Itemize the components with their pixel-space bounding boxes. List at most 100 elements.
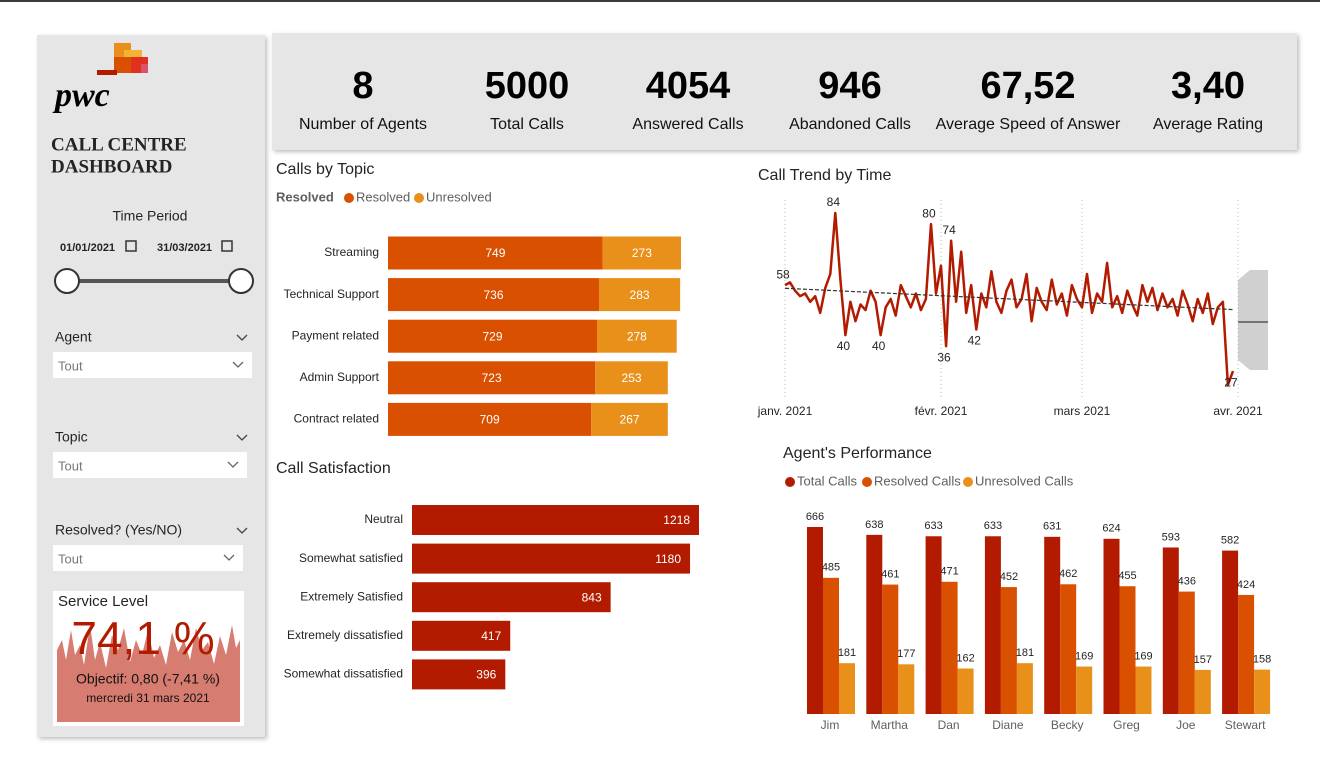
service-level-alert: ! xyxy=(226,608,229,622)
kpi-value: 67,52 xyxy=(980,65,1075,107)
logo-text: pwc xyxy=(52,77,110,114)
kpi-value: 4054 xyxy=(646,65,731,107)
bar-segment xyxy=(595,361,668,395)
data-label: 80 xyxy=(922,206,936,220)
collapse-chevron[interactable] xyxy=(236,527,248,534)
data-label: 162 xyxy=(956,652,974,664)
category-label: Streaming xyxy=(324,245,379,259)
data-label: 485 xyxy=(822,562,840,574)
category-label: Extremely Satisfied xyxy=(300,589,403,603)
data-label: 633 xyxy=(924,520,942,532)
bar xyxy=(941,581,958,714)
x-tick-label: Stewart xyxy=(1225,718,1266,732)
legend-label: Unresolved xyxy=(426,189,492,204)
collapse-chevron[interactable] xyxy=(236,334,248,341)
chart-title: Agent's Performance xyxy=(783,445,932,462)
legend-label: Resolved xyxy=(356,189,410,204)
data-label: 736 xyxy=(483,288,503,302)
bar xyxy=(1076,666,1093,714)
data-label: 58 xyxy=(776,267,790,281)
slicer-value: Tout xyxy=(58,358,83,373)
dropdown-chevron[interactable] xyxy=(223,554,235,561)
data-label: 396 xyxy=(476,668,496,682)
category-label: Somewhat dissatisfied xyxy=(284,667,403,681)
chart-title: Call Trend by Time xyxy=(758,167,891,184)
end-date[interactable]: 31/03/2021 xyxy=(157,242,212,254)
bar xyxy=(866,534,883,714)
calendar-icon[interactable] xyxy=(221,240,233,252)
data-label: 436 xyxy=(1178,575,1196,587)
slicer-dropdown[interactable] xyxy=(53,545,243,571)
service-level-objective: Objectif: 0,80 (-7,41 %) xyxy=(76,671,220,687)
dashboard-title: DASHBOARD xyxy=(51,156,172,177)
slicer-value: Tout xyxy=(58,458,83,473)
slicer-label: Agent xyxy=(55,329,92,345)
data-label: 631 xyxy=(1043,521,1061,533)
slicer-label: Topic xyxy=(55,429,88,445)
x-tick-label: Diane xyxy=(992,718,1024,732)
kpi-label: Number of Agents xyxy=(299,116,427,133)
x-tick-label: févr. 2021 xyxy=(915,404,968,418)
calendar-icon[interactable] xyxy=(125,240,137,252)
x-tick-label: Martha xyxy=(871,718,909,732)
bar-segment xyxy=(602,236,681,270)
slicer-dropdown[interactable] xyxy=(53,452,247,478)
data-label: 177 xyxy=(897,648,915,660)
slicer-value: Tout xyxy=(58,551,83,566)
category-label: Neutral xyxy=(364,512,403,526)
bar xyxy=(839,663,855,714)
x-tick-label: Greg xyxy=(1113,718,1140,732)
data-label: 157 xyxy=(1194,654,1212,666)
bar xyxy=(1103,538,1120,714)
legend-marker xyxy=(344,193,354,203)
x-tick-label: avr. 2021 xyxy=(1213,404,1263,418)
data-label: 74 xyxy=(942,223,956,237)
data-label: 181 xyxy=(838,647,856,659)
bar xyxy=(1162,547,1179,714)
slicer-dropdown[interactable] xyxy=(53,352,252,378)
dashboard-title: CALL CENTRE xyxy=(51,134,187,155)
data-label: 624 xyxy=(1102,523,1120,535)
data-label: 709 xyxy=(480,413,500,427)
bar-segment xyxy=(388,319,597,353)
data-label: 723 xyxy=(482,371,502,385)
bar-segment xyxy=(388,402,592,436)
bar xyxy=(412,659,506,690)
data-label: 1218 xyxy=(663,513,690,527)
data-label: 36 xyxy=(937,350,951,364)
bar xyxy=(1194,669,1211,714)
category-label: Technical Support xyxy=(284,287,380,301)
kpi-value: 3,40 xyxy=(1171,65,1245,107)
kpi-value: 5000 xyxy=(485,65,570,107)
data-label: 181 xyxy=(1016,647,1034,659)
data-label: 582 xyxy=(1221,534,1239,546)
bar xyxy=(807,527,823,714)
kpi-value: 946 xyxy=(818,65,881,107)
bar xyxy=(1178,591,1195,714)
bar xyxy=(1135,666,1152,714)
data-label: 462 xyxy=(1059,568,1077,580)
legend-marker xyxy=(785,477,795,487)
trend-line-series xyxy=(784,211,1235,387)
collapse-chevron[interactable] xyxy=(236,434,248,441)
bar xyxy=(412,620,511,651)
slider-handle[interactable] xyxy=(228,268,254,294)
data-label: 158 xyxy=(1253,654,1271,666)
service-level-date: mercredi 31 mars 2021 xyxy=(86,691,210,705)
data-label: 27 xyxy=(1224,375,1238,389)
dropdown-chevron[interactable] xyxy=(232,361,244,368)
slider-handle[interactable] xyxy=(54,268,80,294)
chart-title: Calls by Topic xyxy=(276,161,374,178)
bar xyxy=(1238,594,1255,714)
data-label: 267 xyxy=(620,413,640,427)
kpi-row: 8 Number of Agents 5000 Total Calls 4054 Answ… xyxy=(299,65,1263,133)
category-label: Somewhat satisfied xyxy=(299,551,403,565)
start-date[interactable]: 01/01/2021 xyxy=(60,242,115,254)
bar xyxy=(1222,550,1239,714)
data-label: 1180 xyxy=(655,552,681,566)
x-tick-label: Becky xyxy=(1051,718,1084,732)
bar xyxy=(1119,586,1136,714)
bar-segment xyxy=(388,361,596,395)
data-label: 169 xyxy=(1134,650,1152,662)
dropdown-chevron[interactable] xyxy=(227,461,239,468)
